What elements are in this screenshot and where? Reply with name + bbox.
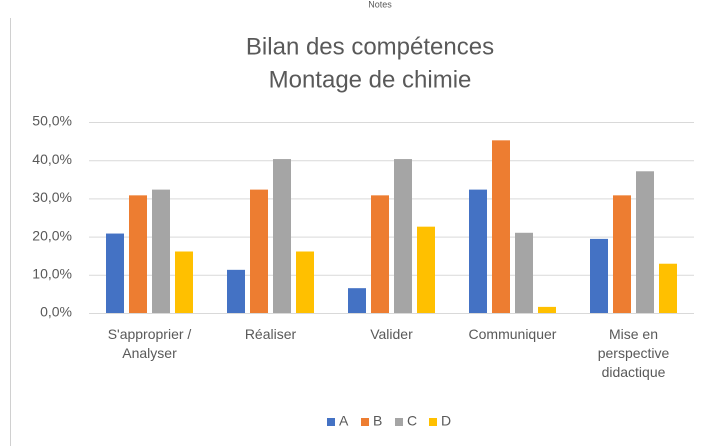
bar: [394, 159, 412, 313]
x-tick-label: Réaliser: [244, 326, 297, 342]
legend-label: B: [373, 413, 382, 429]
legend-swatch: [429, 418, 437, 426]
legend-swatch: [361, 418, 369, 426]
legend-swatch: [327, 418, 335, 426]
y-tick-label: 50,0%: [32, 113, 72, 129]
y-tick-label: 30,0%: [32, 189, 72, 205]
legend-label: A: [339, 413, 349, 429]
bar: [129, 195, 147, 313]
bar: [417, 226, 435, 313]
y-tick-label: 0,0%: [40, 304, 72, 320]
bar: [296, 251, 314, 313]
bar: [175, 251, 193, 313]
bar: [613, 195, 631, 313]
bar: [371, 195, 389, 313]
bar: [250, 189, 268, 313]
bar: [106, 233, 124, 313]
legend-label: C: [407, 413, 417, 429]
legend-swatch: [395, 418, 403, 426]
x-tick-label: Mise en perspective didactique: [597, 326, 670, 380]
bar: [273, 159, 291, 313]
y-tick-label: 40,0%: [32, 151, 72, 167]
y-tick-label: 20,0%: [32, 227, 72, 243]
x-tick-label: S'approprier / Analyser: [107, 326, 192, 361]
bar: [636, 171, 654, 313]
bar: [659, 263, 677, 313]
x-tick-label: Communiquer: [468, 326, 557, 342]
chart-subtitle: Montage de chimie: [269, 66, 472, 93]
y-tick-label: 10,0%: [32, 266, 72, 282]
bar: [348, 288, 366, 313]
bar: [227, 269, 245, 313]
bar: [152, 189, 170, 313]
bar: [515, 232, 533, 313]
bar: [590, 238, 608, 313]
bar: [538, 306, 556, 313]
chart-title: Bilan des compétences: [246, 33, 494, 60]
x-tick-label: Valider: [370, 326, 413, 342]
bar: [492, 140, 510, 313]
sheet-title: Notes: [368, 0, 392, 9]
legend-label: D: [441, 413, 451, 429]
bar: [469, 189, 487, 313]
